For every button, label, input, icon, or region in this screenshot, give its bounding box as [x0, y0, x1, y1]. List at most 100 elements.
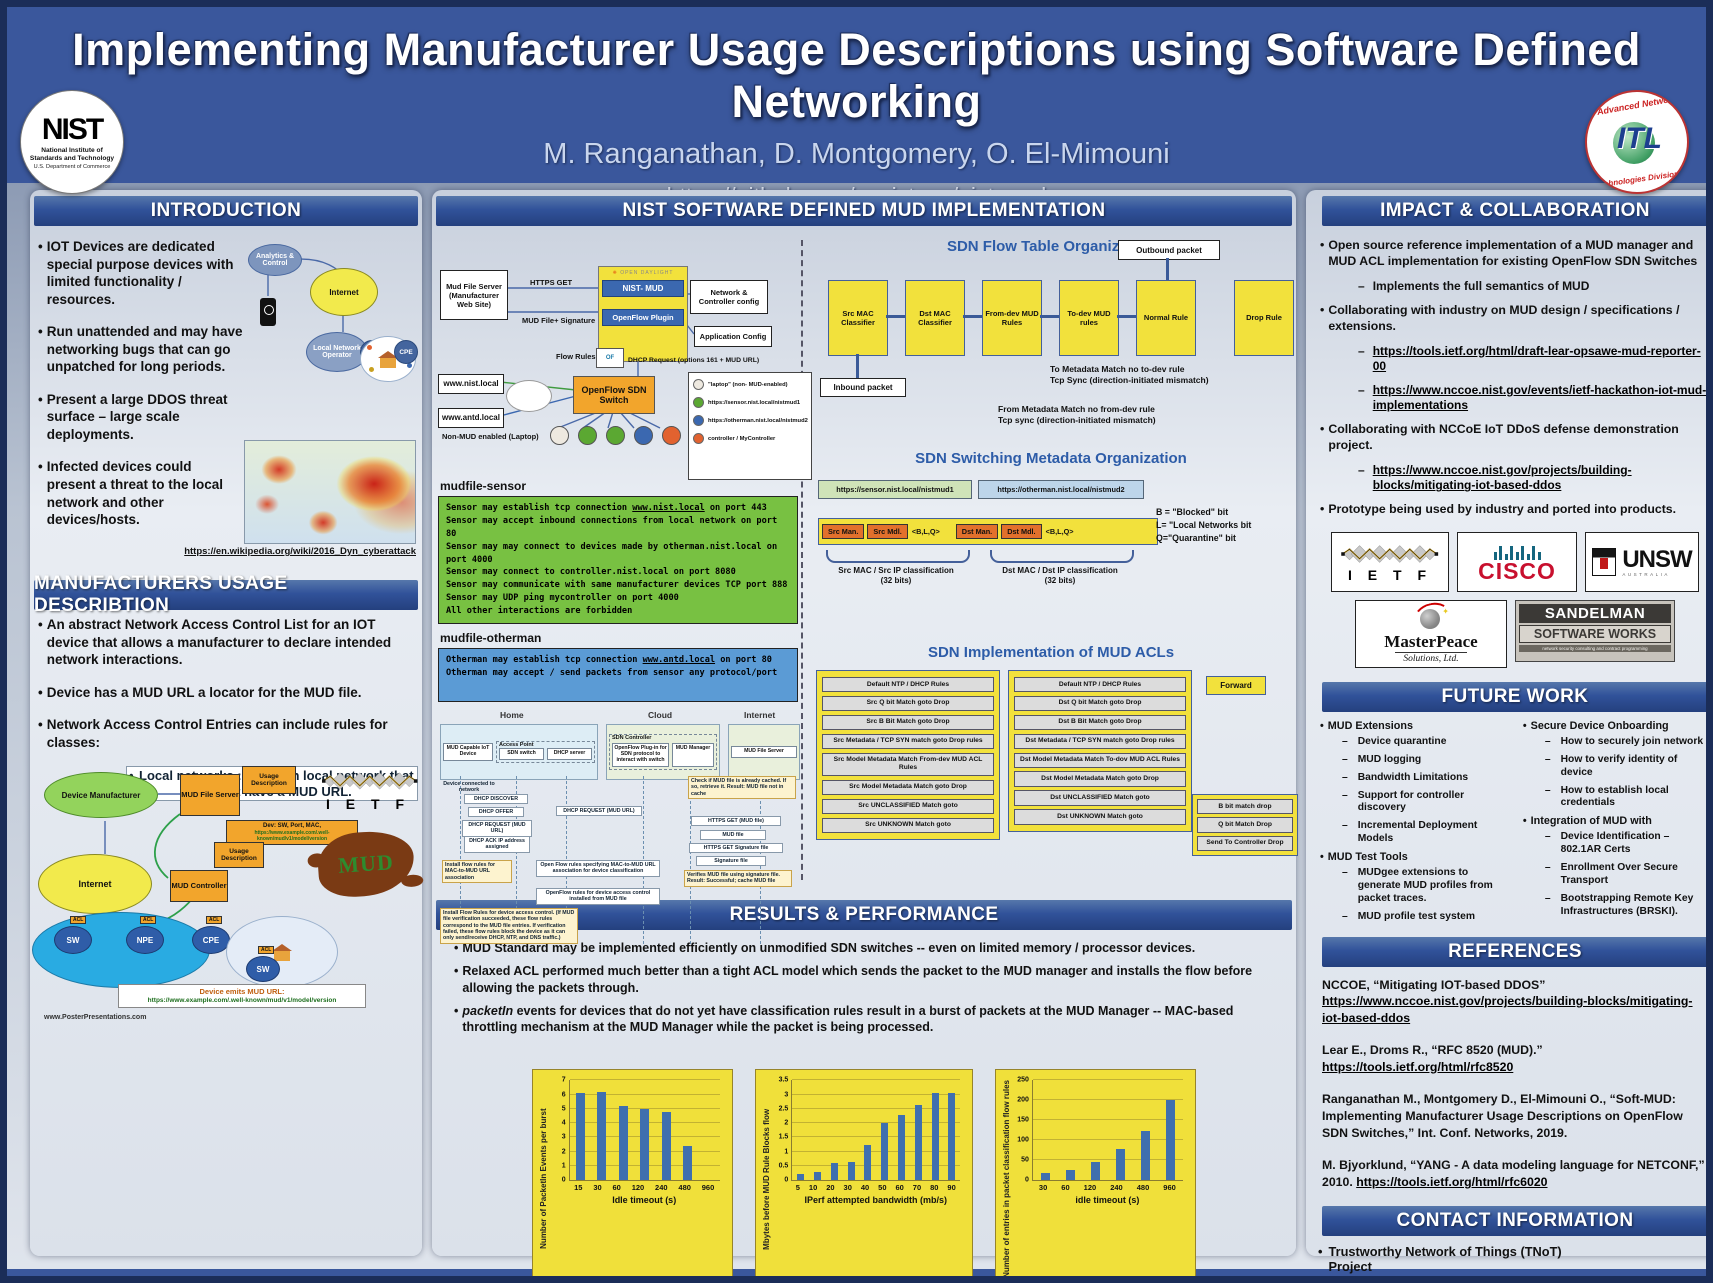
link-text[interactable]: https://www.nccoe.nist.gov/events/ietf-h… [1372, 382, 1707, 413]
iot-network-diagram: Analytics & Control Internet Local Netwo… [248, 240, 418, 400]
reference-link[interactable]: https://www.nccoe.nist.gov/projects/buil… [1322, 994, 1693, 1025]
mud-bullets: • An abstract Network Access Control List… [30, 616, 422, 751]
dash-icon: – [1544, 831, 1551, 843]
gridline [1032, 1119, 1183, 1121]
chart-2: Mbytes before MUD Rule Blocks flow 0 0.5 1… [754, 1069, 974, 1283]
acl-src: Default NTP / DHCP Rules Src Q bit Match … [816, 670, 1000, 840]
y-tick-label: 0.5 [778, 1162, 789, 1170]
acl-tag3: ACL [206, 916, 223, 925]
bar [948, 1092, 956, 1181]
metadata-heading: SDN Switching Metadata Organization [915, 450, 1187, 467]
nist-mud-architecture: Mud File Server (Manufacturer Web Site) … [438, 236, 812, 480]
bar [661, 1112, 671, 1181]
x-tick-label: 90 [947, 1183, 956, 1193]
section-contact: CONTACT INFORMATION [1322, 1206, 1708, 1237]
x-tick-label: 10 [808, 1183, 818, 1193]
arch-nodes [550, 426, 681, 445]
bullet-icon: • [1320, 720, 1324, 733]
heatmap-source-link[interactable]: https://en.wikipedia.org/wiki/2016_Dyn_c… [184, 546, 416, 557]
code-link[interactable]: www.nist.local [632, 503, 705, 513]
bar [1165, 1100, 1175, 1181]
application-config: Application Config [694, 326, 772, 347]
src-classification-label: Src MAC / Src IP classification (32 bits… [838, 566, 954, 586]
dash-icon: – [1342, 789, 1348, 801]
acl-tag2: ACL [140, 916, 157, 925]
local-network-operator-cloud: Local Network Operator [306, 332, 368, 372]
code-line: Otherman may accept / send packets from … [446, 667, 778, 678]
usage-description-tag: Usage Description [242, 766, 296, 795]
flow-connector [1117, 315, 1136, 318]
contact-list: • Trustworthy Network of Things (TNoT) Pr… [1318, 1244, 1588, 1283]
code-line: Sensor may UDP ping mycontroller on port… [446, 593, 679, 604]
contact-section: • Trustworthy Network of Things (TNoT) Pr… [1318, 1244, 1712, 1283]
dash-icon: – [1544, 736, 1551, 748]
arch-legend: "laptop" (non- MUD-enabled) https://senso… [688, 372, 812, 480]
gridline [1032, 1139, 1183, 1141]
code-link[interactable]: www.antd.local [642, 655, 716, 666]
intro-bullets: • IOT Devices are dedicated special purpo… [30, 238, 248, 529]
x-tick-label: 960 [1163, 1183, 1176, 1193]
link-text[interactable]: https://www.nccoe.nist.gov/projects/buil… [1372, 462, 1632, 493]
dash-icon: – [1358, 278, 1365, 293]
dash-icon: – [1342, 771, 1348, 783]
bar [683, 1145, 693, 1181]
acls-heading: SDN Implementation of MUD ACLs [927, 644, 1175, 661]
link-text[interactable]: https://tools.ietf.org/html/draft-lear-o… [1372, 343, 1701, 374]
bar [640, 1108, 650, 1181]
code-line: Otherman may establish tcp connection ww… [446, 655, 772, 666]
y-tick-label: 6 [561, 1091, 566, 1099]
chart-3: Number of entries in packet classificati… [995, 1069, 1196, 1283]
dash-icon: – [1544, 892, 1551, 904]
bullet-icon: • [1320, 421, 1325, 436]
house-icon2 [272, 943, 292, 961]
dash-icon: – [1544, 862, 1551, 874]
dhcp-request-label: DHCP Request (options 161 + MUD URL) [628, 357, 760, 364]
y-tick-label: 7 [561, 1076, 566, 1084]
poster-title: Implementing Manufacturer Usage Descript… [72, 24, 1641, 127]
y-tick-label: 3.5 [778, 1076, 789, 1084]
y-tick-label: 0 [784, 1176, 789, 1184]
itl-wordmark: ITL [1617, 122, 1662, 155]
chart2-xlabel: IPerf attempted bandwidth (mb/s) [804, 1195, 948, 1206]
dev-note: Dev: SW, Port, MAC, https://www.example.… [226, 820, 358, 846]
seq-message: Signature file [696, 856, 766, 867]
bullet-text: Relaxed ACL performed much better than a… [462, 964, 1253, 995]
impact-sub-link: – https://www.nccoe.nist.gov/events/ietf-… [1358, 383, 1712, 414]
nist-mud-module: NIST- MUD [602, 280, 684, 297]
mud-architecture-diagram: Device Manufacturer MUD File Server Usag… [30, 766, 422, 1008]
x-tick-label: 5 [795, 1183, 800, 1193]
flow-stage: Drop Rule [1234, 280, 1294, 356]
seq-message: Install Flow Rules for device access con… [440, 908, 578, 944]
y-tick-label: 0 [1024, 1176, 1029, 1184]
res-bullets: • MUD Standard may be implemented efficie… [432, 940, 1296, 1035]
chart3-xlabel: idle timeout (s) [1075, 1195, 1140, 1206]
sub-text: Implements the full semantics of MUD [1372, 278, 1590, 293]
x-tick-label: 80 [930, 1183, 939, 1193]
y-tick-label: 3 [561, 1133, 566, 1141]
bar [1065, 1170, 1075, 1181]
inbound-packet: Inbound packet [820, 378, 906, 397]
bullet-icon: • [38, 239, 43, 254]
dash-icon: – [1358, 343, 1365, 358]
acl-rule: Dst Q bit Match goto Drop [1014, 695, 1186, 712]
x-tick-label: 30 [843, 1183, 852, 1193]
home-region: MUD Capable IoT Device Access Point SDN … [440, 724, 598, 781]
chart2-xticks: 5 10 20 30 40 50 60 70 80 90 [791, 1183, 960, 1192]
acl-rule: Src UNCLASSIFIED Match goto [822, 798, 994, 814]
reference-link[interactable]: https://tools.ietf.org/html/rfc6020 [1356, 1174, 1548, 1189]
seq-message: Check if MUD file is already cached. If … [688, 776, 796, 800]
bar [618, 1105, 628, 1181]
nist-wordmark: NIST [41, 113, 104, 147]
nist-line2: Standards and Technology [29, 155, 115, 163]
poster-presentations-footer[interactable]: www.PosterPresentations.com [44, 1014, 147, 1022]
y-tick-label: 2 [784, 1119, 789, 1127]
bar [881, 1122, 889, 1181]
mud-section: • An abstract Network Access Control List… [30, 616, 422, 1021]
reference-link[interactable]: https://tools.ietf.org/html/rfc8520 [1322, 1059, 1514, 1074]
future-item: – Bandwidth Limitations [1342, 771, 1469, 783]
gridline [1032, 1099, 1183, 1101]
otherman-mud-url: https://otherman.nist.local/nistmud2 [978, 480, 1144, 499]
x-tick-label: 30 [593, 1183, 602, 1193]
legend-item: https://otherman.nist.local/nistmud2 [693, 415, 808, 426]
seq-message: DHCP OFFER [468, 807, 524, 818]
